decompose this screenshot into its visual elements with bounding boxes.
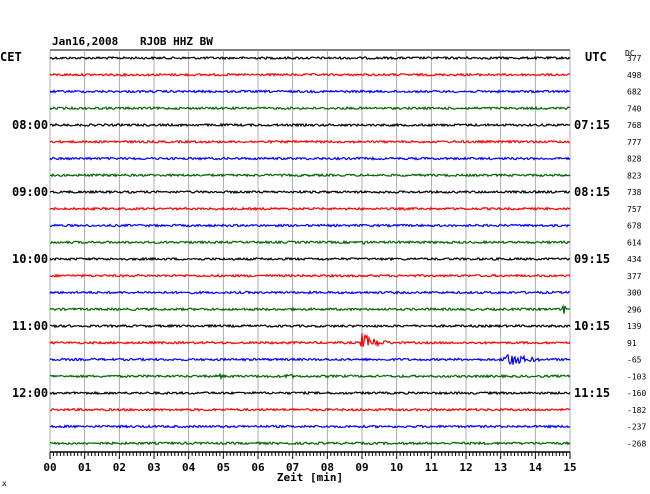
seismic-trace bbox=[49, 239, 571, 245]
x-tick-label: 07 bbox=[286, 461, 299, 474]
x-tick-label: 13 bbox=[494, 461, 507, 474]
left-time-label: 11:00 bbox=[12, 319, 48, 333]
right-time-label: 08:15 bbox=[574, 185, 610, 199]
x-tick-label: 11 bbox=[425, 461, 439, 474]
seismic-trace bbox=[49, 189, 571, 195]
dc-offset-label: 377 bbox=[627, 272, 642, 281]
seismic-trace bbox=[49, 390, 571, 396]
dc-offset-label: -182 bbox=[627, 406, 646, 415]
left-time-label: 08:00 bbox=[12, 118, 48, 132]
header-date: Jan16,2008 bbox=[52, 35, 118, 48]
seismic-trace bbox=[49, 290, 571, 295]
dc-offset-label: 740 bbox=[627, 104, 642, 113]
dc-offset-label: 614 bbox=[627, 238, 642, 247]
seismic-trace bbox=[49, 256, 571, 262]
dc-offset-label: 296 bbox=[627, 305, 642, 314]
seismic-trace bbox=[49, 156, 571, 161]
x-axis-label: Zeit [min] bbox=[277, 471, 343, 484]
dc-offset-label: -268 bbox=[627, 439, 646, 448]
dc-offset-label: -237 bbox=[627, 423, 646, 432]
right-time-label: 10:15 bbox=[574, 319, 610, 333]
dc-offset-label: 91 bbox=[627, 339, 637, 348]
x-tick-label: 06 bbox=[251, 461, 265, 474]
left-time-label: 09:00 bbox=[12, 185, 48, 199]
seismic-trace bbox=[49, 323, 571, 329]
x-tick-label: 10 bbox=[390, 461, 403, 474]
dc-offset-label: 300 bbox=[627, 289, 642, 298]
x-tick-label: 04 bbox=[182, 461, 196, 474]
x-tick-label: 14 bbox=[529, 461, 543, 474]
x-tick-label: 00 bbox=[43, 461, 56, 474]
dc-offset-label: 757 bbox=[627, 205, 642, 214]
trace-layer bbox=[49, 55, 571, 446]
x-tick-label: 09 bbox=[355, 461, 368, 474]
dc-offset-label: 738 bbox=[627, 188, 642, 197]
grid-layer bbox=[49, 49, 571, 452]
x-tick-label: 08 bbox=[321, 461, 334, 474]
dc-offset-label: 768 bbox=[627, 121, 642, 130]
dc-offset-label: 682 bbox=[627, 88, 642, 97]
right-zone-label: UTC bbox=[585, 50, 607, 64]
corner-mark: x bbox=[2, 479, 7, 488]
seismic-trace bbox=[49, 55, 571, 61]
seismic-trace bbox=[49, 273, 571, 279]
seismic-trace bbox=[49, 122, 571, 128]
right-time-label: 09:15 bbox=[574, 252, 610, 266]
seismic-trace bbox=[49, 441, 571, 446]
left-zone-label: CET bbox=[0, 50, 22, 64]
seismic-trace bbox=[49, 72, 571, 78]
seismic-trace bbox=[49, 353, 571, 365]
left-time-label: 10:00 bbox=[12, 252, 48, 266]
x-tick-label: 05 bbox=[217, 461, 230, 474]
dc-offset-label: 498 bbox=[627, 71, 642, 80]
dc-offset-label: 678 bbox=[627, 222, 642, 231]
seismic-trace bbox=[49, 105, 571, 111]
right-time-label: 11:15 bbox=[574, 386, 610, 400]
dc-offset-label: -65 bbox=[627, 356, 642, 365]
label-layer: 377 498 682 740 768 777 828 823 738 757 678 614 434 3… bbox=[12, 54, 646, 474]
seismic-trace bbox=[50, 223, 571, 228]
x-tick-label: 15 bbox=[563, 461, 576, 474]
dc-offset-label: 823 bbox=[627, 171, 642, 180]
x-tick-label: 01 bbox=[78, 461, 92, 474]
right-time-label: 07:15 bbox=[574, 118, 610, 132]
x-tick-label: 03 bbox=[147, 461, 160, 474]
seismic-trace bbox=[49, 172, 571, 178]
dc-offset-label: 139 bbox=[627, 322, 642, 331]
dc-offset-label: 377 bbox=[627, 54, 642, 63]
header-station: RJOB HHZ BW bbox=[140, 35, 213, 48]
seismic-trace bbox=[49, 303, 571, 314]
dc-offset-label: 777 bbox=[627, 138, 642, 147]
dc-offset-label: 828 bbox=[627, 155, 642, 164]
seismic-trace bbox=[49, 333, 571, 348]
seismic-trace bbox=[49, 407, 571, 413]
dc-offset-label: -160 bbox=[627, 389, 646, 398]
seismic-trace bbox=[49, 206, 571, 212]
x-tick-label: 12 bbox=[459, 461, 472, 474]
seismic-trace bbox=[49, 424, 571, 429]
left-time-label: 12:00 bbox=[12, 386, 48, 400]
dc-column-label: DC bbox=[625, 49, 635, 58]
x-tick-label: 02 bbox=[113, 461, 126, 474]
seismic-trace bbox=[49, 89, 571, 94]
seismic-trace bbox=[49, 139, 571, 145]
dc-offset-label: 434 bbox=[627, 255, 642, 264]
seismic-trace bbox=[49, 372, 571, 381]
dc-offset-label: -103 bbox=[627, 372, 646, 381]
